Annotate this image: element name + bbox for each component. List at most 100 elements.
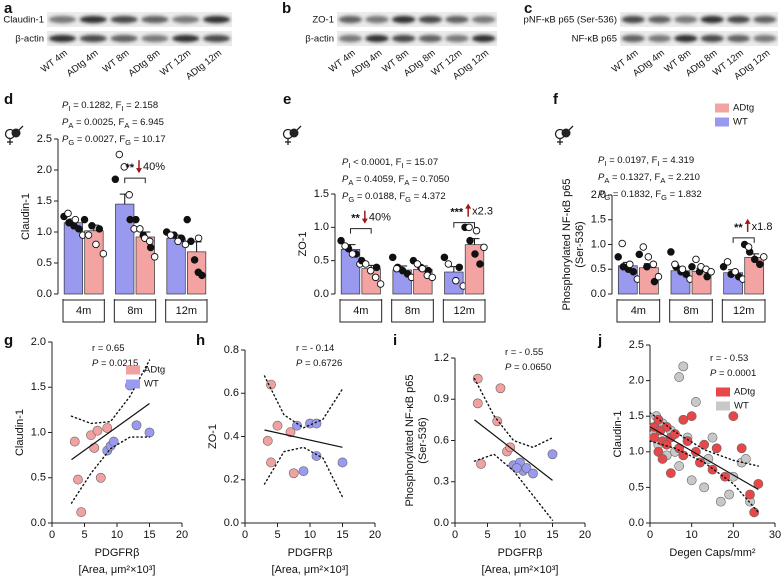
blot-band [110,15,138,24]
data-point [187,237,195,246]
data-point [92,425,103,436]
blot-band [203,15,231,24]
stat-segment: I [604,159,606,168]
sex-icon [18,125,24,131]
category-bracket [339,299,383,323]
legend-swatch [126,379,140,389]
y-axis-label: (Ser-536) [574,221,586,267]
x-tick-label: 4m [353,305,368,317]
stat-segment: P [710,368,717,379]
blot-band [471,34,496,43]
data-point [466,236,474,245]
x-tick-label: 15 [336,529,348,541]
data-point [371,273,380,282]
confidence-band-upper [473,377,554,449]
x-tick-label: 15 [143,529,155,541]
y-tick-label: 0.6 [434,434,449,446]
stat-segment: = 0.0025, F [73,117,124,128]
blot-band [141,34,169,43]
stat-segment: = 0.0188, F [354,191,405,202]
x-tick-label: 0 [49,529,55,541]
data-point [413,260,422,268]
stat-segment: P [92,358,99,369]
blot-band [79,15,107,24]
x-tick-label: 20 [727,529,739,541]
change-label: 40% [143,161,165,173]
y-tick-label: 1.0 [31,426,46,438]
y-axis-label: Claudin-1 [14,409,26,456]
data-point [649,260,658,269]
category-bracket [721,299,766,323]
y-tick-label: 1.2 [434,352,449,364]
stat-segment: r = - 0.53 [710,353,748,364]
sex-icon [11,128,21,138]
stat-segment: = 6.945 [129,117,164,128]
data-point [145,237,154,246]
x-tick-label: 5 [274,529,280,541]
stat-segment: r = - 0.14 [296,343,334,354]
panel-letter: c [524,0,532,17]
data-point [719,263,728,271]
data-point [348,250,357,258]
data-point [678,361,689,372]
data-point [723,258,732,266]
data-point [95,472,106,483]
y-tick-label: 2.0 [37,164,52,176]
blot-band [391,15,416,24]
y-tick-label: 0.0 [434,517,449,529]
data-point [654,272,663,281]
y-tick-label: 1.5 [629,410,644,422]
blot-band [471,15,496,24]
confidence-band-lower [263,446,344,498]
stat-segment: = 0.6726 [302,358,342,369]
data-point [521,463,532,473]
stat-segment: = 0.0215 [98,358,138,369]
data-point [495,383,506,394]
category-bracket [113,299,157,323]
data-point [266,379,276,390]
blot-band [203,34,231,43]
blot-band [338,15,363,24]
data-point [372,263,381,272]
x-tick-label: 5 [484,529,490,541]
significance-stars: ** [125,162,134,174]
data-point [341,242,349,250]
data-point [136,225,144,233]
stat-segment: A [124,121,129,130]
x-axis-label: PDGFRβ [288,547,333,559]
stat-segment: G [604,193,610,202]
data-point [707,432,718,443]
y-tick-label: 1.5 [37,195,52,207]
data-point [361,260,370,268]
category-bracket [616,299,661,323]
stat-line: PG = 0.0027, FG = 10.17 [62,134,166,148]
blot-row-label: pNF-κB p65 (Ser-536) [524,15,617,26]
category-bracket [62,299,105,323]
category-bracket [442,299,486,323]
data-point [471,250,479,258]
data-point [745,489,755,500]
y-tick-label: 0.0 [629,517,644,529]
y-tick-label: 0.5 [31,472,46,484]
data-point [71,215,80,224]
significance-bracket [350,228,372,234]
data-point [639,243,648,251]
data-point [657,454,668,464]
data-point [285,427,296,438]
significance-bracket [124,177,146,184]
y-tick-label: 2.0 [629,375,644,387]
data-point [528,468,538,479]
stat-segment: = 10.17 [131,134,166,145]
blot-strip [337,31,497,46]
x-tick-label: 0 [452,529,458,541]
stat-line: PI = 0.1282, FI = 2.158 [62,100,158,114]
stat-segment: r = - 0.55 [505,347,543,358]
y-tick-label: 1.5 [314,188,329,200]
legend-label: WT [734,401,749,412]
data-point [465,223,473,232]
data-point [753,478,764,489]
significance-bracket [453,222,475,228]
x-tick-label: 12m [176,305,197,317]
panel-letter: j [597,332,602,349]
legend-label: WT [144,379,159,390]
